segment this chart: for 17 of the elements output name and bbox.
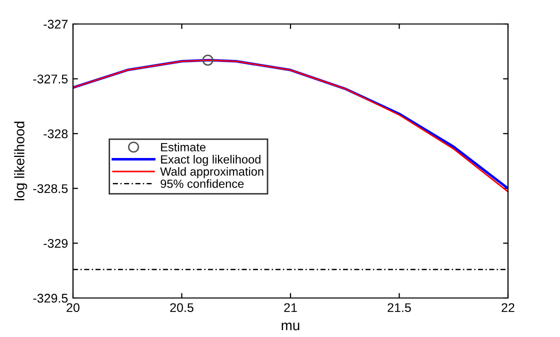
x-tick-label: 21.5 bbox=[388, 303, 411, 312]
x-tick-label: 20 bbox=[66, 303, 80, 312]
x-tick-label: 20.5 bbox=[170, 303, 194, 312]
y-tick-label: -328.5 bbox=[33, 184, 68, 194]
x-axis-title: mu bbox=[282, 322, 300, 330]
x-tick-label: 21 bbox=[284, 303, 297, 312]
x-tick-label: 22 bbox=[502, 303, 514, 312]
y-tick-label: -327.5 bbox=[33, 74, 68, 84]
y-tick-label: -329.5 bbox=[33, 294, 68, 303]
legend-label: Wald approximation bbox=[160, 167, 264, 178]
legend-label: Estimate bbox=[161, 142, 206, 152]
legend-label: Exact log likelihood bbox=[161, 154, 260, 166]
y-tick-label: -328 bbox=[44, 129, 68, 138]
y-axis-title: log likelihood bbox=[14, 122, 28, 200]
y-tick-label: -327 bbox=[44, 20, 68, 29]
legend-label: 95% confidence bbox=[160, 179, 244, 188]
y-tick-label: -329 bbox=[44, 239, 68, 248]
